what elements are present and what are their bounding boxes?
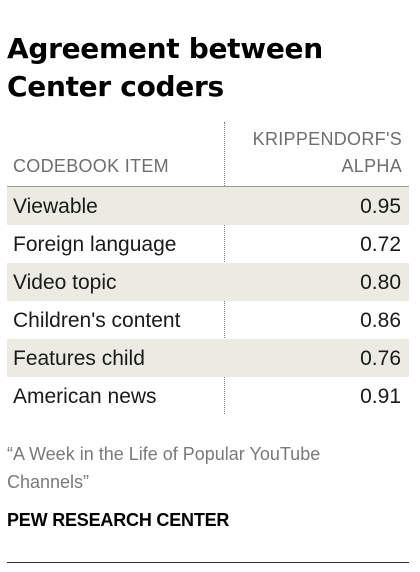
column-header-value-line-2: ALPHA xyxy=(341,156,402,176)
data-table: CODEBOOK ITEM KRIPPENDORF'S ALPHA Viewab… xyxy=(7,122,409,418)
row-value: 0.86 xyxy=(360,309,401,332)
chart-title-line-1: Agreement between xyxy=(7,32,323,65)
source-note: “A Week in the Life of Popular YouTube C… xyxy=(7,440,407,496)
row-value: 0.72 xyxy=(360,233,401,256)
table-row: American news 0.91 xyxy=(7,377,409,415)
column-header-value: KRIPPENDORF'S ALPHA xyxy=(202,126,402,180)
row-value: 0.91 xyxy=(360,385,401,408)
chart-title: Agreement between Center coders xyxy=(7,30,407,106)
chart-title-line-2: Center coders xyxy=(7,70,224,103)
header-rule xyxy=(7,186,409,187)
row-value: 0.95 xyxy=(360,195,401,218)
row-label: Foreign language xyxy=(13,233,177,256)
row-label: American news xyxy=(13,385,157,408)
table-row: Video topic 0.80 xyxy=(7,263,409,301)
row-value: 0.76 xyxy=(360,347,401,370)
table-row: Foreign language 0.72 xyxy=(7,225,409,263)
column-header-value-line-1: KRIPPENDORF'S xyxy=(252,129,402,149)
table-row: Children's content 0.86 xyxy=(7,301,409,339)
credit-line: PEW RESEARCH CENTER xyxy=(7,510,230,530)
bottom-rule xyxy=(7,562,409,563)
row-label: Video topic xyxy=(13,271,117,294)
source-note-line-2: Channels” xyxy=(7,472,90,492)
column-header-item: CODEBOOK ITEM xyxy=(13,156,169,176)
row-label: Viewable xyxy=(13,195,98,218)
row-label: Children's content xyxy=(13,309,181,332)
row-value: 0.80 xyxy=(360,271,401,294)
row-label: Features child xyxy=(13,347,145,370)
table-body: Viewable 0.95 Foreign language 0.72 Vide… xyxy=(7,187,409,415)
table-row: Features child 0.76 xyxy=(7,339,409,377)
table-row: Viewable 0.95 xyxy=(7,187,409,225)
source-note-line-1: “A Week in the Life of Popular YouTube xyxy=(7,444,321,464)
